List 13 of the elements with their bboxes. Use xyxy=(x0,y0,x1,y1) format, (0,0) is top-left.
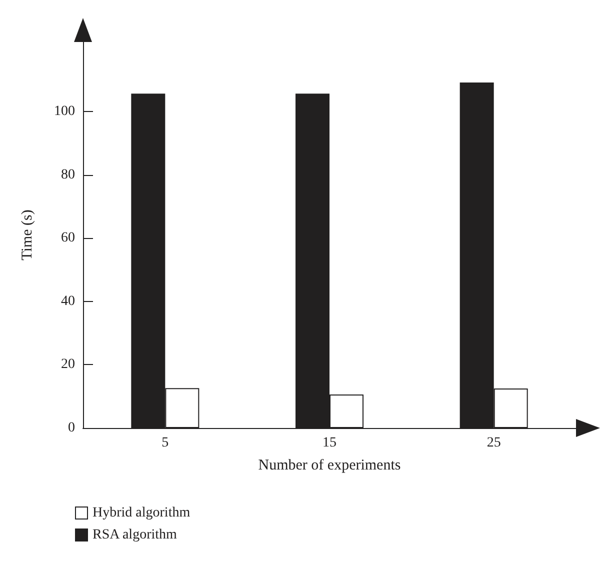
y-tick-label: 20 xyxy=(61,357,75,372)
y-tick-label: 80 xyxy=(61,167,75,182)
x-tick-label: 25 xyxy=(486,436,501,450)
legend-label: RSA algorithm xyxy=(92,528,178,542)
legend-label: Hybrid algorithm xyxy=(92,506,190,520)
y-tick-label: 40 xyxy=(61,294,75,309)
y-tick-label: 100 xyxy=(54,104,75,120)
x-axis-title: Number of experiments xyxy=(258,458,401,474)
y-tick-label: 0 xyxy=(68,420,75,436)
y-axis-title: Time (s) xyxy=(20,210,36,260)
x-tick-label: 5 xyxy=(162,436,169,450)
x-tick-label: 15 xyxy=(322,436,336,450)
y-tick-label: 60 xyxy=(61,230,75,246)
